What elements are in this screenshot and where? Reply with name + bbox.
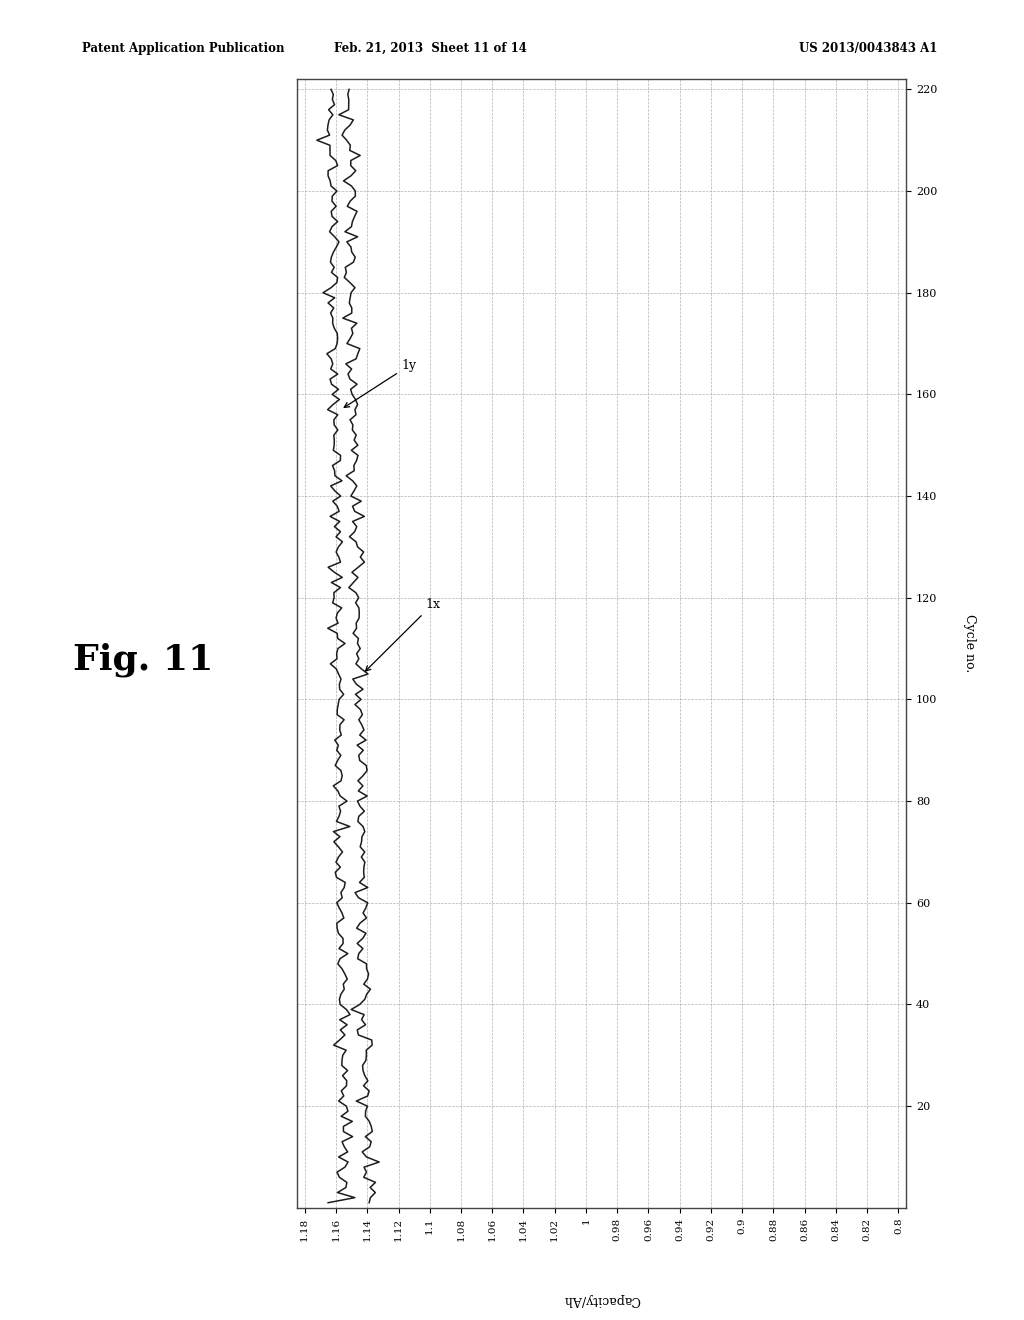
Text: 1y: 1y (344, 359, 417, 408)
Text: 1x: 1x (366, 598, 440, 671)
Text: US 2013/0043843 A1: US 2013/0043843 A1 (799, 42, 937, 55)
Text: Feb. 21, 2013  Sheet 11 of 14: Feb. 21, 2013 Sheet 11 of 14 (334, 42, 526, 55)
Text: Patent Application Publication: Patent Application Publication (82, 42, 285, 55)
Y-axis label: Cycle no.: Cycle no. (964, 614, 976, 673)
Text: Fig. 11: Fig. 11 (73, 643, 214, 677)
X-axis label: Capacity/Ah: Capacity/Ah (563, 1294, 640, 1307)
